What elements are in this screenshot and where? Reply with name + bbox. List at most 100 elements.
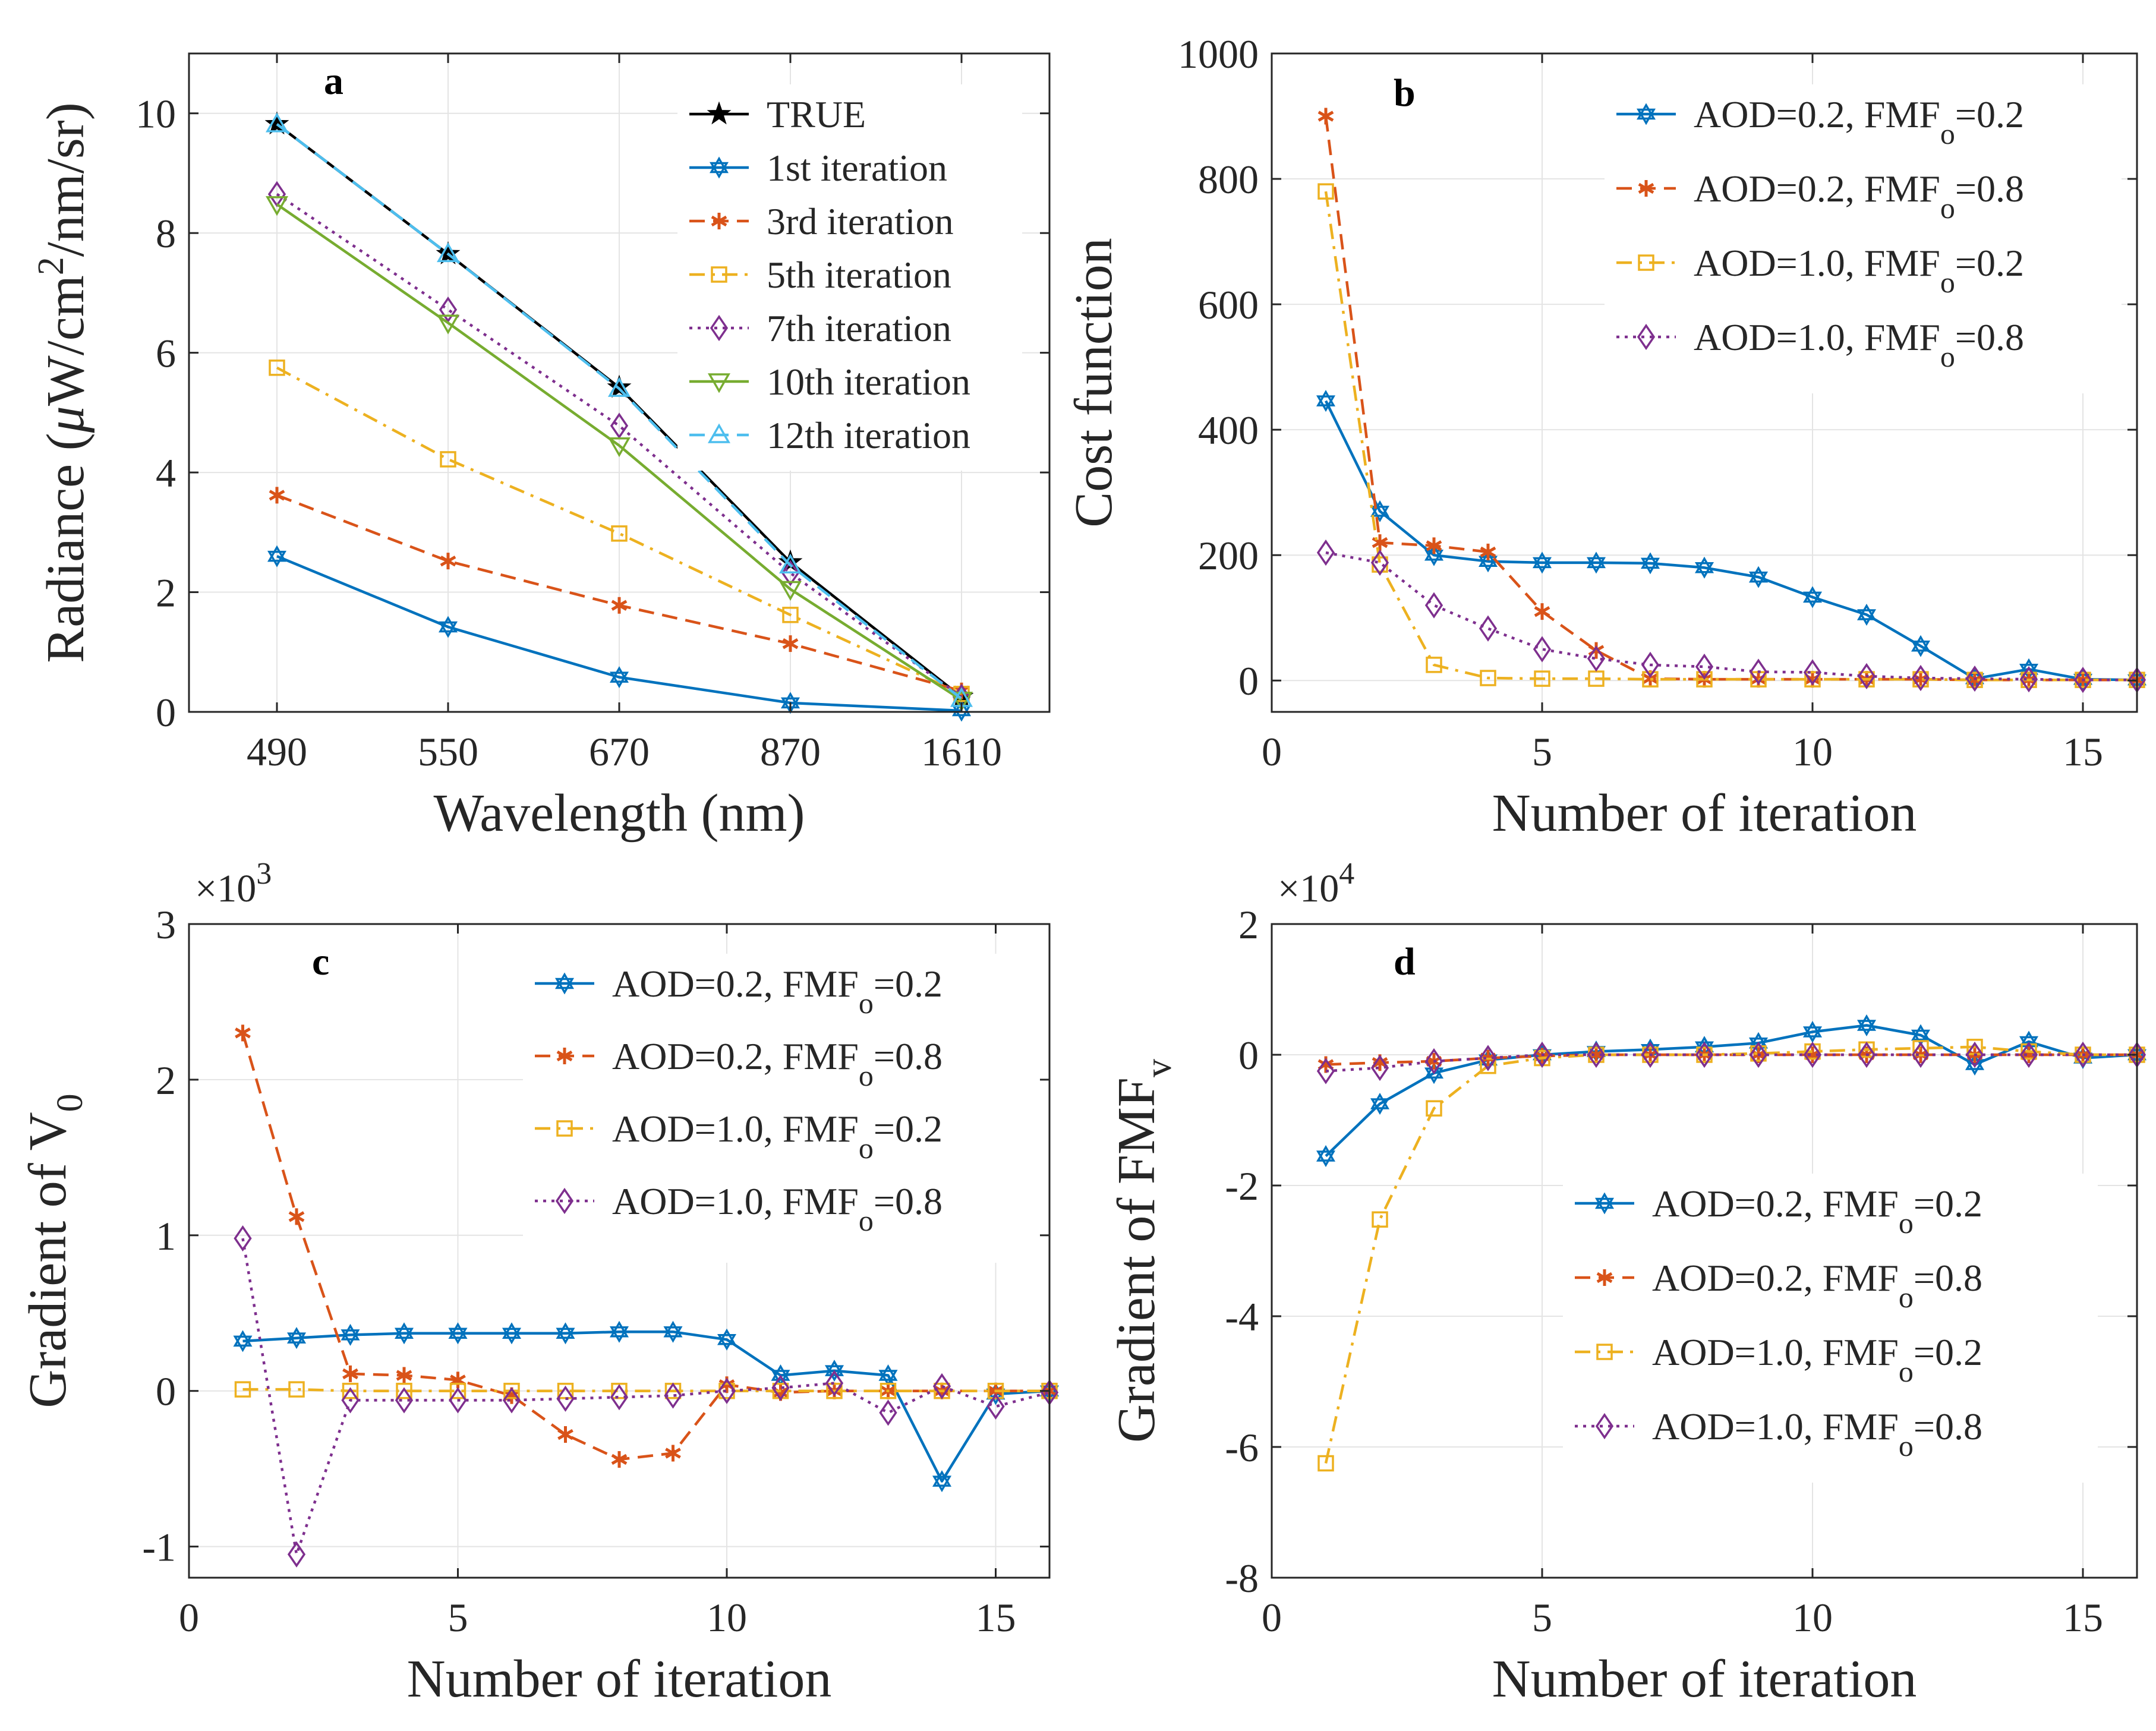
data-point-s3-6 xyxy=(556,1385,575,1412)
legend-label-text: 3rd iteration xyxy=(767,200,954,242)
data-point-s3-9 xyxy=(1803,659,1822,686)
legend-marker-2 xyxy=(711,213,727,229)
legend-label-text: 10th iteration xyxy=(767,361,970,403)
legend-marker-2 xyxy=(1596,1344,1613,1360)
data-point-s3-2 xyxy=(341,1387,360,1414)
data-point-s1-6 xyxy=(557,1426,573,1443)
data-point-s3-5 xyxy=(502,1387,521,1414)
data-point-s1-2 xyxy=(1426,537,1442,554)
legend-label-4: 7th iteration xyxy=(767,307,951,349)
data-point-s3-8 xyxy=(664,1382,682,1409)
series-line-6 xyxy=(276,123,963,700)
legend-label-main: AOD=0.2, FMF xyxy=(1694,93,1940,135)
data-point-s5-3 xyxy=(778,581,802,601)
data-point-s3-12 xyxy=(1965,1041,1984,1068)
legend-label-text: 1st iteration xyxy=(767,147,947,189)
data-point-s3-1 xyxy=(287,1541,306,1568)
legend-label-main: AOD=1.0, FMF xyxy=(1652,1405,1899,1448)
data-point-s0-10 xyxy=(1856,1014,1877,1037)
data-point-s3-3 xyxy=(782,607,799,623)
x-tick-label-3: 15 xyxy=(976,1595,1016,1640)
data-point-s2-7 xyxy=(1696,671,1713,688)
panel-a: 490 550 670 870 1610 0 2 4 6 8 10 Wavelength (nm) Ra… xyxy=(31,52,1051,843)
y-axis-label-part: /nm/sr) xyxy=(36,102,95,257)
y-tick-label-2: 1 xyxy=(156,1213,176,1259)
legend-label-main: AOD=1.0, FMF xyxy=(612,1108,859,1150)
legend-label-tail: =0.8 xyxy=(1914,1405,1982,1448)
data-point-s3-3 xyxy=(1479,615,1498,642)
x-tick-label-3: 870 xyxy=(760,729,821,774)
data-point-s3-8 xyxy=(1749,658,1768,685)
legend-label-3: AOD=1.0, FMFo=0.8 xyxy=(1694,316,2024,373)
legend-marker-0 xyxy=(707,101,732,125)
legend-label-0: AOD=0.2, FMFo=0.2 xyxy=(612,963,943,1020)
axes-frame xyxy=(188,923,1051,1579)
data-point-s3-0 xyxy=(1316,539,1335,566)
data-point-s0-12 xyxy=(878,1364,898,1387)
data-point-s0-9 xyxy=(717,1328,737,1351)
y-tick-label-3: -2 xyxy=(1225,1164,1259,1209)
x-tick-label-2: 670 xyxy=(589,729,650,774)
legend-label-2: 3rd iteration xyxy=(767,200,954,242)
legend-label-6: 12th iteration xyxy=(767,414,970,456)
data-point-s3-4 xyxy=(1533,1041,1552,1068)
panel-b: 0 5 10 15 0 200 400 600 800 1000 Number of iterati… xyxy=(1064,31,2147,843)
series-line-1 xyxy=(241,1032,1049,1461)
data-point-s3-6 xyxy=(1641,1041,1660,1068)
legend-label-subscript: o xyxy=(1899,1355,1914,1388)
data-point-s2-12 xyxy=(880,1382,897,1399)
legend-label-tail: =0.8 xyxy=(874,1035,943,1077)
y-tick-label-5: 2 xyxy=(1238,902,1259,947)
legend-label-tail: =0.8 xyxy=(1955,168,2024,210)
panel-letter: b xyxy=(1394,71,1416,115)
legend-label-subscript: o xyxy=(1899,1206,1914,1240)
series-line-1 xyxy=(1325,1053,2137,1066)
data-point-s3-11 xyxy=(825,1370,844,1396)
legend-label-5: 10th iteration xyxy=(767,361,970,403)
legend-marker-6 xyxy=(707,423,731,443)
data-point-s0-6 xyxy=(556,1322,575,1345)
legend-marker-0 xyxy=(1636,103,1656,125)
data-point-s3-7 xyxy=(1695,1041,1714,1068)
series-line-5 xyxy=(276,203,963,701)
legend-label-2: AOD=1.0, FMFo=0.2 xyxy=(1694,242,2024,299)
data-point-s3-9 xyxy=(1803,1041,1822,1068)
legend-label-subscript: o xyxy=(1940,191,1955,225)
y-axis-label-part: Gradient of V xyxy=(18,1112,77,1408)
y-tick-label-2: -4 xyxy=(1225,1294,1259,1339)
legend-label-subscript: o xyxy=(859,1059,874,1092)
axis-multiplier-exponent: 4 xyxy=(1339,857,1354,891)
data-point-s0-5 xyxy=(1586,551,1606,574)
y-tick-label-5: 10 xyxy=(135,92,176,137)
data-point-s0-10 xyxy=(771,1364,790,1387)
data-point-s3-10 xyxy=(771,1374,790,1401)
legend-label-subscript: o xyxy=(859,1204,874,1237)
legend-label-3: 5th iteration xyxy=(767,254,951,296)
legend-label-2: AOD=1.0, FMFo=0.2 xyxy=(612,1108,943,1165)
legend-label-tail: =0.2 xyxy=(874,1108,943,1150)
y-tick-label-1: 0 xyxy=(156,1369,176,1414)
y-axis-label-part: Radiance ( xyxy=(36,433,95,663)
legend-label-text: 5th iteration xyxy=(767,254,951,296)
legend-label-0: TRUE xyxy=(767,93,866,135)
legend-label-subscript: o xyxy=(1940,340,1955,373)
legend-marker-2 xyxy=(556,1120,573,1137)
legend-background xyxy=(1563,1174,2098,1483)
data-point-s3-11 xyxy=(1911,664,1930,692)
data-point-s2-0 xyxy=(1317,1455,1334,1472)
data-point-s2-4 xyxy=(449,1382,466,1399)
data-point-s0-4 xyxy=(1532,551,1552,574)
y-axis-label-subscript: 0 xyxy=(50,1093,90,1112)
panel-d: 0 5 10 15 -8 -6 -4 -2 0 2 Number of iteration Gradi… xyxy=(1107,857,2147,1708)
data-point-s2-3 xyxy=(396,1382,412,1399)
data-point-s0-0 xyxy=(264,111,289,135)
y-axis-label: Cost function xyxy=(1064,238,1123,528)
x-axis-label: Wavelength (nm) xyxy=(433,784,805,843)
x-tick-label-1: 5 xyxy=(1532,729,1552,774)
data-point-s3-13 xyxy=(2019,666,2038,693)
legend-label-subscript: o xyxy=(1899,1281,1914,1314)
panel-letter: d xyxy=(1394,940,1416,983)
